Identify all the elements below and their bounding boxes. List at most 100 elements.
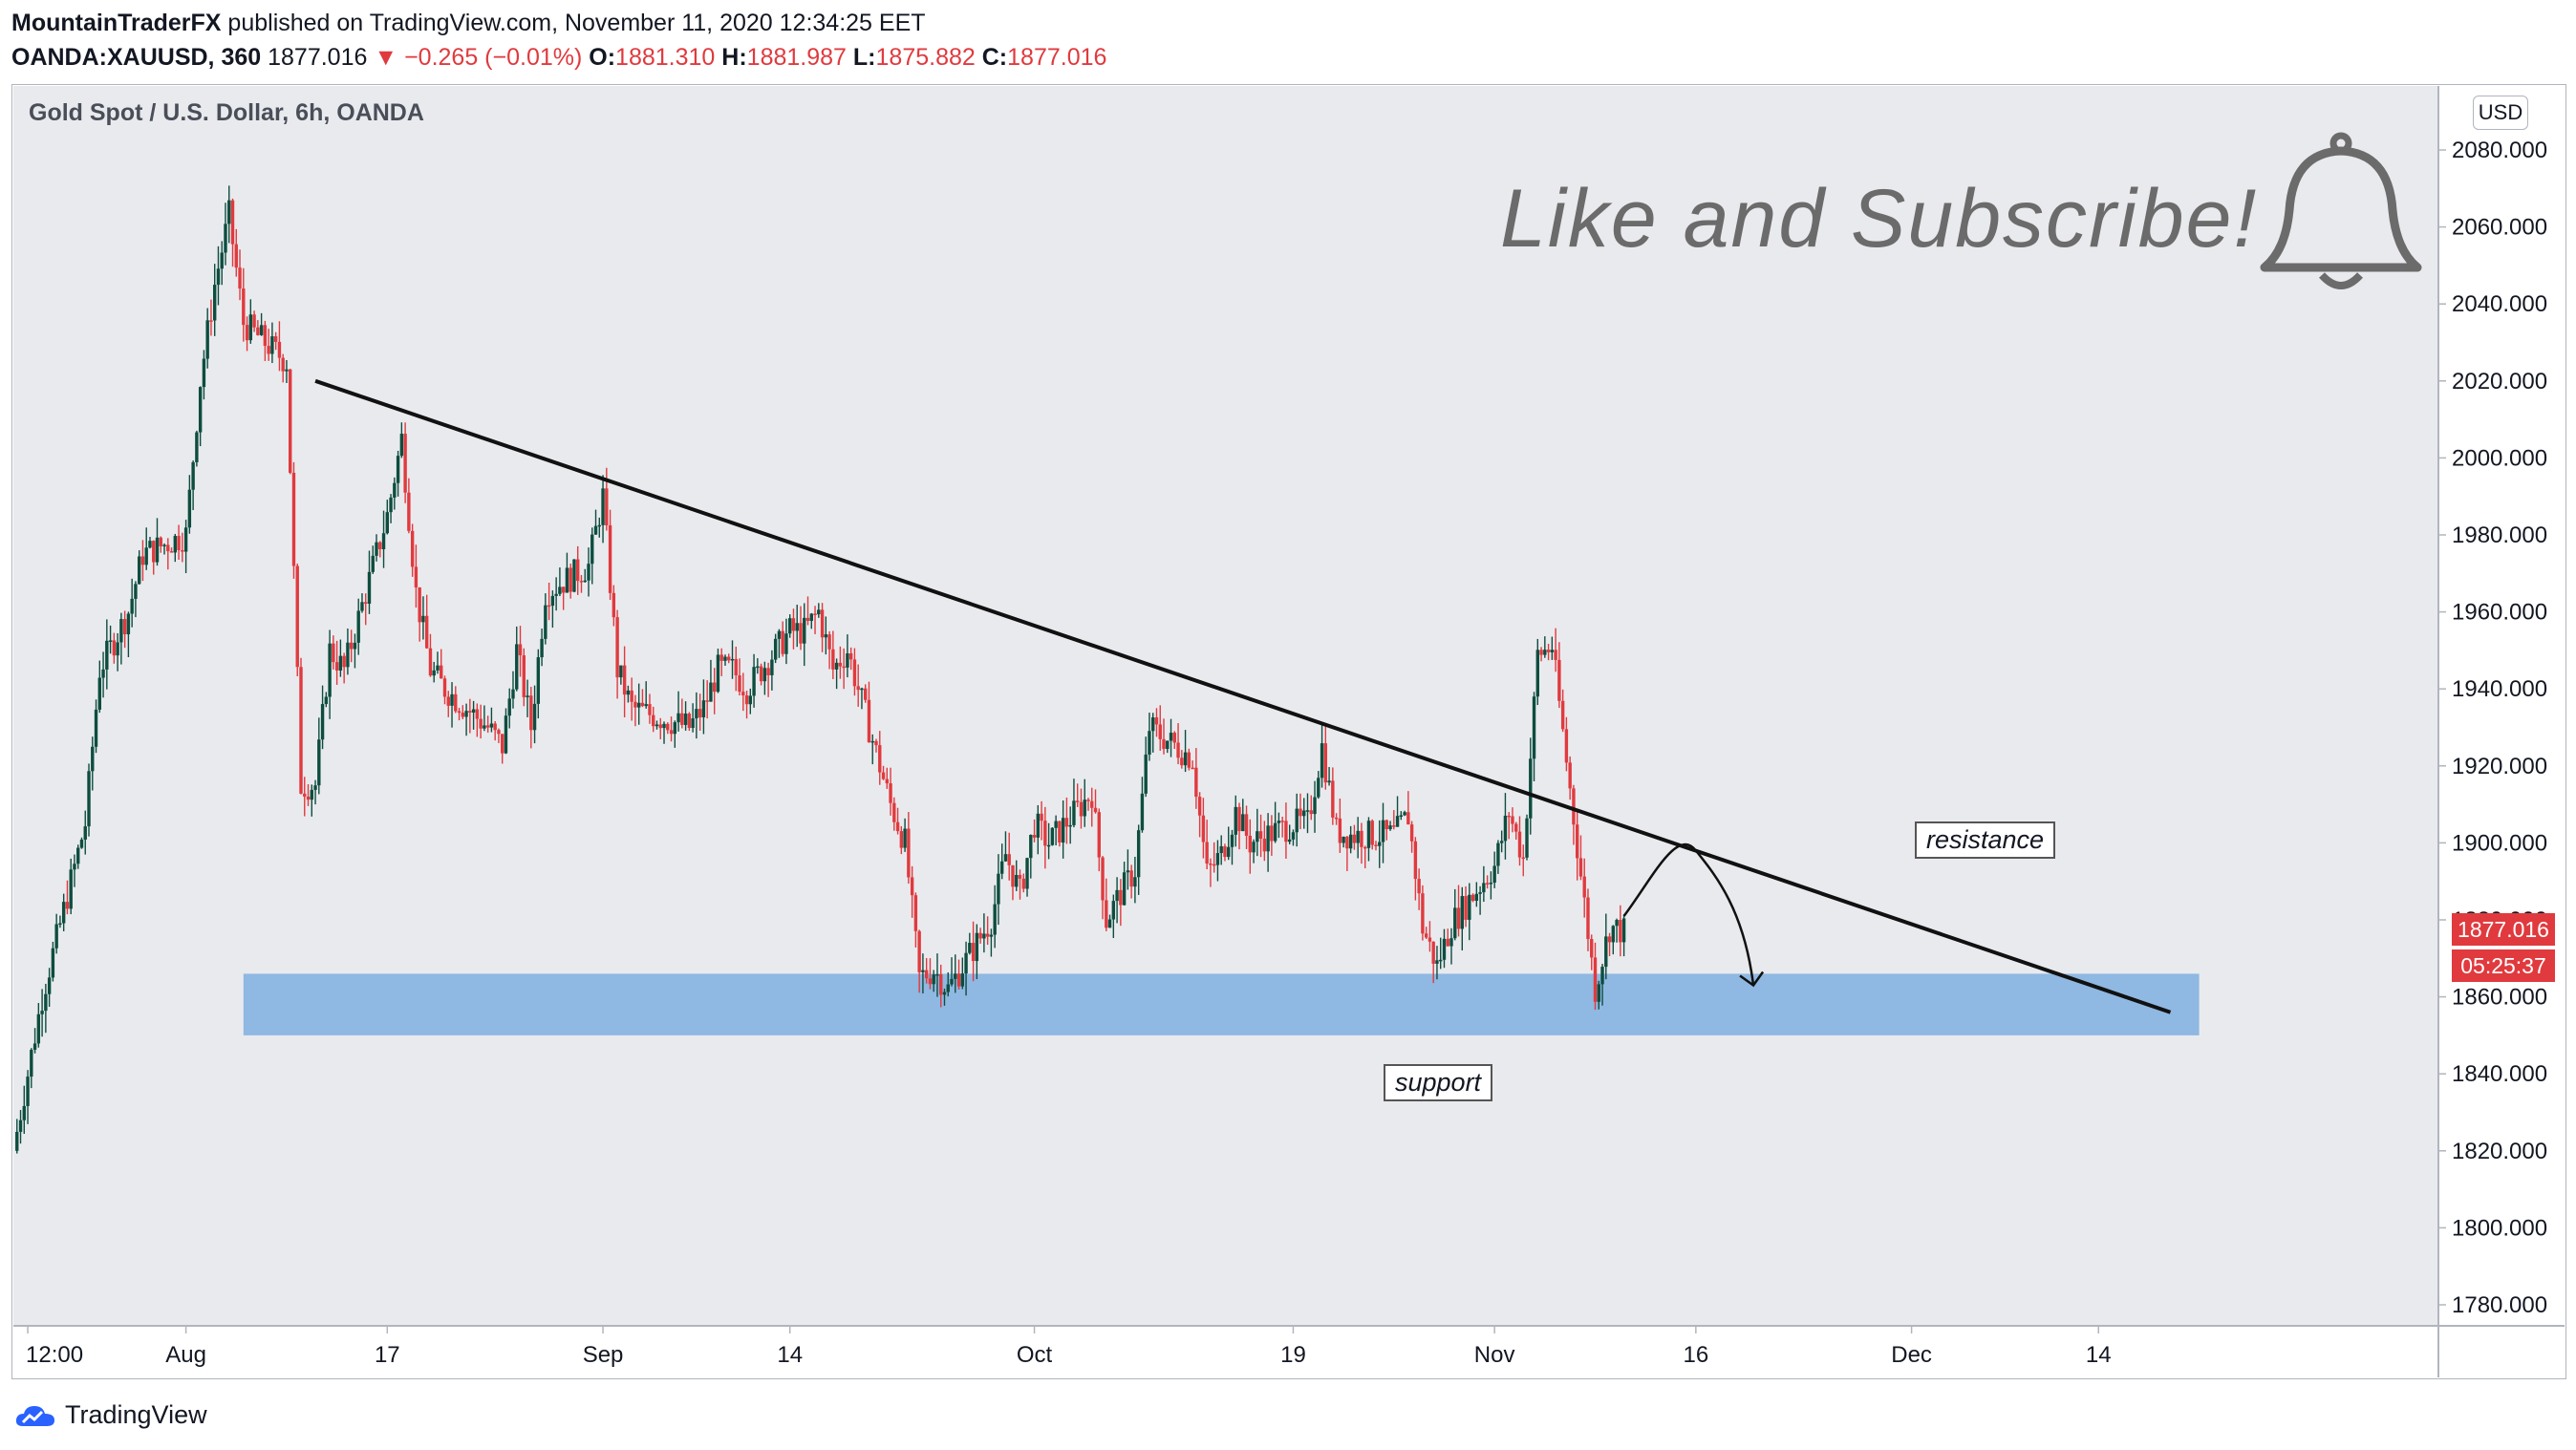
candle [162, 543, 166, 555]
candle [907, 812, 911, 885]
candle-body [1550, 650, 1555, 652]
candle-body [187, 489, 192, 528]
candle [1366, 817, 1371, 862]
candle-body [1158, 724, 1162, 739]
candle [105, 619, 109, 690]
candle-body [1456, 907, 1461, 929]
candle [1503, 793, 1508, 860]
candle-body [698, 709, 702, 718]
tradingview-logo[interactable]: TradingView [13, 1400, 207, 1430]
candle-body [1183, 752, 1188, 766]
candle [968, 932, 972, 955]
candle-body [608, 524, 612, 593]
candle-body [1191, 767, 1194, 770]
candle [817, 603, 821, 618]
candle-body [485, 725, 490, 728]
candle [1136, 824, 1141, 895]
candle [454, 686, 458, 714]
candle-body [917, 930, 921, 972]
candle-body [1302, 810, 1306, 817]
candle-body [61, 902, 66, 924]
candle-body [633, 701, 637, 708]
candle-body [457, 711, 462, 714]
candle [26, 1070, 30, 1124]
candle [518, 626, 523, 677]
candle-body [234, 244, 238, 268]
candle [44, 983, 48, 1034]
candle [658, 717, 662, 739]
candle-body [583, 580, 587, 583]
candle-body [971, 943, 976, 962]
candle-body [303, 793, 307, 797]
candle-body [1107, 919, 1112, 928]
candle [1270, 815, 1274, 856]
candle [1421, 885, 1425, 941]
candle [885, 767, 889, 789]
candle [1543, 636, 1547, 658]
candle [1399, 811, 1404, 821]
candle-body [838, 662, 843, 667]
candle [1449, 928, 1453, 965]
candle-body [547, 605, 551, 608]
candle-body [579, 581, 584, 583]
candle-body [371, 555, 375, 572]
candle [913, 892, 918, 948]
candle [1090, 787, 1094, 827]
candle [846, 634, 849, 678]
candle-body [701, 700, 706, 718]
resistance-trendline[interactable] [314, 378, 2172, 1014]
candle-body [777, 630, 782, 639]
candle-body [1176, 742, 1180, 758]
candle-body [1342, 836, 1345, 843]
candle [1180, 750, 1184, 769]
candle-body [1511, 816, 1514, 824]
candle-body [590, 534, 594, 565]
candle-body [169, 551, 174, 553]
close-value: 1877.016 [1007, 44, 1107, 71]
candle [119, 612, 123, 665]
candle [224, 203, 227, 266]
plot-area[interactable] [13, 86, 2438, 1326]
candle [464, 703, 468, 736]
candle-body [227, 200, 231, 224]
candle [267, 329, 270, 361]
candle-body [140, 556, 145, 565]
candle [895, 807, 900, 835]
candle [385, 500, 389, 535]
candle [1428, 921, 1432, 952]
x-tick-label: Aug [165, 1342, 206, 1368]
candle-body [942, 992, 947, 995]
x-tick-label: Dec [1891, 1342, 1932, 1368]
candle [1133, 856, 1137, 904]
candle-body [30, 1049, 33, 1077]
candle-body [259, 325, 264, 335]
last-price: 1877.016 [268, 44, 368, 71]
candle [727, 653, 731, 664]
candle [1169, 718, 1173, 757]
candle-body [461, 713, 465, 717]
candle-body [1043, 821, 1047, 846]
candle-body [360, 602, 364, 611]
candle [1370, 819, 1374, 850]
candle-body [870, 740, 874, 743]
author-name[interactable]: MountainTraderFX [11, 10, 222, 36]
candle-body [1345, 836, 1349, 849]
candle-body [773, 638, 778, 660]
candle-body [1378, 842, 1382, 846]
candle-body [924, 970, 929, 979]
candle [601, 475, 605, 544]
candle [51, 941, 55, 982]
candle [87, 763, 91, 837]
candle-body [558, 586, 562, 594]
candle-body [968, 943, 972, 953]
candle-body [788, 618, 792, 634]
candle-body [40, 1011, 44, 1014]
candle [1040, 800, 1043, 841]
candle-body [748, 695, 753, 705]
currency-button[interactable]: USD [2473, 96, 2528, 130]
candle-body [252, 314, 256, 328]
candle [1470, 893, 1475, 903]
candle [813, 606, 817, 634]
candle [483, 705, 486, 732]
